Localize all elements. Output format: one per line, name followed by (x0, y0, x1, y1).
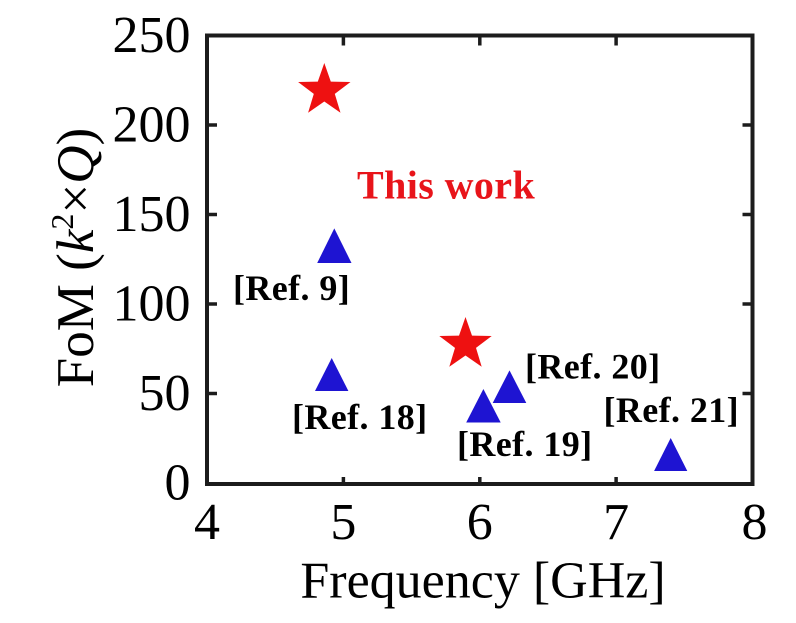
svg-text:50: 50 (139, 365, 191, 422)
svg-text:[Ref. 19]: [Ref. 19] (457, 424, 593, 464)
svg-text:[Ref. 18]: [Ref. 18] (292, 397, 428, 437)
svg-text:0: 0 (165, 455, 191, 512)
svg-text:4: 4 (194, 494, 220, 551)
svg-text:This work: This work (357, 163, 535, 208)
svg-text:100: 100 (113, 276, 191, 333)
svg-text:250: 250 (113, 7, 191, 64)
svg-text:7: 7 (603, 494, 629, 551)
svg-text:[Ref. 21]: [Ref. 21] (604, 390, 740, 430)
svg-text:[Ref. 9]: [Ref. 9] (233, 268, 350, 308)
svg-text:200: 200 (113, 97, 191, 154)
svg-text:6: 6 (467, 494, 493, 551)
svg-text:8: 8 (742, 494, 768, 551)
svg-text:150: 150 (113, 186, 191, 243)
svg-text:FoM (k2×Q): FoM (k2×Q) (44, 128, 105, 387)
svg-text:Frequency [GHz]: Frequency [GHz] (300, 553, 665, 610)
svg-text:[Ref. 20]: [Ref. 20] (525, 347, 661, 387)
svg-text:5: 5 (330, 494, 356, 551)
